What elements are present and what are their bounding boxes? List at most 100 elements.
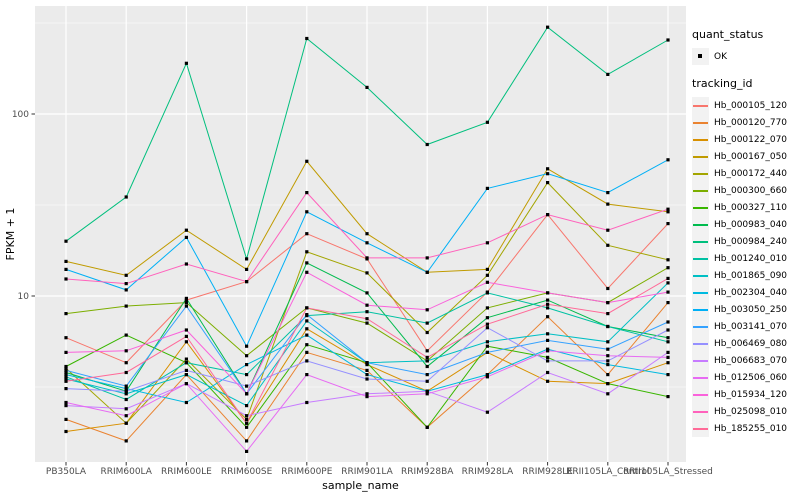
data-point	[124, 421, 128, 425]
data-point	[64, 368, 68, 372]
data-point	[184, 357, 188, 361]
data-point	[606, 363, 610, 367]
data-point	[666, 340, 670, 344]
legend-key-line-icon	[693, 393, 708, 396]
data-point	[124, 397, 128, 402]
data-point	[546, 338, 550, 342]
legend-entry-label: Hb_015934_120	[714, 389, 788, 400]
data-point	[64, 387, 68, 391]
legend-entry-Hb_000984_240: Hb_000984_240	[692, 233, 798, 250]
legend-key-box	[692, 318, 709, 335]
data-point	[546, 332, 550, 336]
x-tick-label: RRIM600LA	[100, 467, 152, 477]
data-point	[124, 282, 128, 286]
legend-entry-Hb_003050_250: Hb_003050_250	[692, 301, 798, 318]
data-point	[365, 241, 369, 245]
data-point	[64, 336, 68, 340]
legend-entry-Hb_000167_050: Hb_000167_050	[692, 148, 798, 165]
data-point	[485, 322, 489, 326]
legend-entry-label: Hb_000122_070	[714, 134, 788, 145]
panel-background	[35, 6, 686, 462]
data-point	[305, 250, 309, 254]
legend-key-box	[692, 48, 709, 65]
data-point	[365, 395, 369, 399]
data-point	[485, 241, 489, 245]
data-point	[124, 439, 128, 443]
data-point	[124, 288, 128, 292]
data-point	[485, 340, 489, 344]
data-point	[305, 306, 309, 310]
legend-key-box	[692, 233, 709, 250]
legend-entry-label: Hb_002304_040	[714, 287, 788, 298]
data-point	[485, 120, 489, 124]
legend-entry-label: Hb_000105_120	[714, 100, 788, 111]
data-point	[365, 232, 369, 236]
data-point	[124, 384, 128, 388]
data-point	[365, 291, 369, 295]
data-point	[184, 373, 188, 377]
data-point	[365, 361, 369, 365]
data-point	[666, 328, 670, 332]
data-point	[606, 392, 610, 396]
legend-key-box	[692, 131, 709, 148]
data-point	[184, 368, 188, 372]
data-point	[245, 267, 249, 271]
data-point	[365, 85, 369, 89]
legend-key-box	[692, 114, 709, 131]
data-point	[425, 379, 429, 383]
x-tick-label: RRIM600LE	[161, 467, 212, 477]
legend-entry-Hb_006469_080: Hb_006469_080	[692, 335, 798, 352]
data-point	[64, 375, 68, 379]
data-point	[64, 379, 68, 383]
data-point	[666, 222, 670, 226]
legend-entry-Hb_000120_770: Hb_000120_770	[692, 114, 798, 131]
data-point	[425, 142, 429, 147]
data-point	[64, 404, 68, 408]
data-point	[305, 319, 309, 323]
data-point	[546, 379, 550, 383]
data-point	[184, 334, 188, 338]
data-point	[245, 392, 249, 396]
data-point	[124, 370, 128, 375]
data-point	[485, 267, 489, 271]
data-point	[485, 316, 489, 320]
legend-entry-Hb_003141_070: Hb_003141_070	[692, 318, 798, 335]
data-point	[485, 344, 489, 348]
data-point	[365, 363, 369, 367]
data-point	[546, 291, 550, 295]
data-point	[305, 210, 309, 214]
legend-entry-Hb_000300_660: Hb_000300_660	[692, 182, 798, 199]
data-point	[64, 259, 68, 263]
legend-entry-label: Hb_000984_240	[714, 236, 788, 247]
legend-entry-label: Hb_001240_010	[714, 253, 788, 264]
data-point	[184, 400, 188, 405]
data-point	[546, 25, 550, 29]
legend-entry-label: Hb_003050_250	[714, 304, 788, 315]
data-point	[666, 210, 670, 214]
data-point	[365, 256, 369, 260]
data-point	[64, 277, 68, 281]
data-point	[425, 308, 429, 312]
x-tick-label: RRIM600PE	[281, 467, 333, 477]
data-point	[305, 191, 309, 195]
data-point	[425, 389, 429, 393]
legend-key-line-icon	[693, 291, 708, 294]
legend-entry-label: Hb_000300_660	[714, 185, 788, 196]
legend-entry-Hb_006683_070: Hb_006683_070	[692, 352, 798, 369]
data-point	[546, 298, 550, 302]
data-point	[546, 181, 550, 185]
data-point	[124, 273, 128, 277]
legend-key-box	[692, 386, 709, 403]
data-point	[606, 312, 610, 316]
data-point	[305, 373, 309, 377]
legend-entry-label: Hb_003141_070	[714, 321, 788, 332]
data-point	[606, 347, 610, 351]
data-point	[184, 328, 188, 332]
legend-key-box	[692, 165, 709, 182]
legend-key-box	[692, 369, 709, 386]
data-point	[425, 321, 429, 325]
legend-entry-label: Hb_001865_090	[714, 270, 788, 281]
legend-key-box	[692, 420, 709, 437]
data-point	[184, 301, 188, 305]
